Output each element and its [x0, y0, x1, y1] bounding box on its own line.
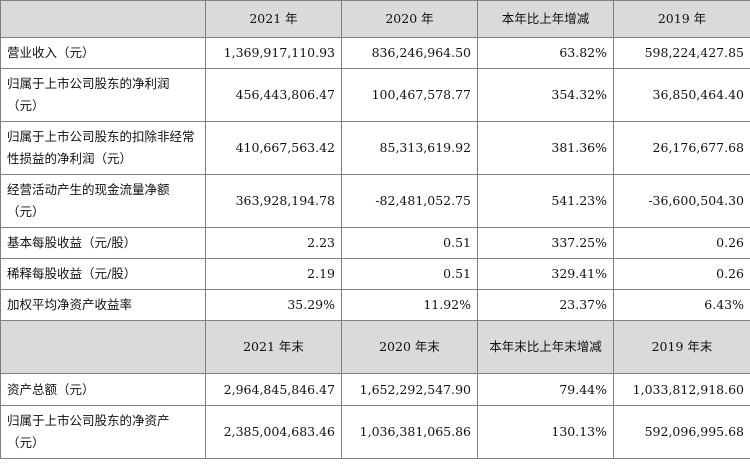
row-label: 稀释每股收益（元/股） [0, 258, 206, 290]
cell-2021: 35.29% [205, 289, 342, 321]
cell-change: 381.36% [477, 121, 614, 175]
cell-2021: 1,369,917,110.93 [205, 37, 342, 69]
cell-2019: 0.26 [613, 227, 750, 259]
row-label: 归属于上市公司股东的净利润（元） [0, 68, 206, 122]
cell-change: 354.32% [477, 68, 614, 122]
cell-2021: 410,667,563.42 [205, 121, 342, 175]
cell-change: 337.25% [477, 227, 614, 259]
header-year-2019: 2019 年 [613, 0, 750, 38]
header-year-2021: 2021 年 [205, 0, 342, 38]
header-year-end-2021: 2021 年末 [205, 320, 342, 374]
table-row: 归属于上市公司股东的扣除非经常性损益的净利润（元） 410,667,563.42… [0, 121, 750, 175]
cell-2019: 1,033,812,918.60 [613, 373, 750, 406]
cell-2021: 456,443,806.47 [205, 68, 342, 122]
header-blank-cell [0, 320, 206, 374]
row-label: 加权平均净资产收益率 [0, 289, 206, 321]
table-row: 归属于上市公司股东的净资产（元） 2,385,004,683.46 1,036,… [0, 405, 750, 459]
cell-2019: 26,176,677.68 [613, 121, 750, 175]
row-label: 资产总额（元） [0, 373, 206, 406]
row-label: 归属于上市公司股东的扣除非经常性损益的净利润（元） [0, 121, 206, 175]
row-label: 营业收入（元） [0, 37, 206, 69]
cell-change: 63.82% [477, 37, 614, 69]
cell-2019: 6.43% [613, 289, 750, 321]
table-row: 资产总额（元） 2,964,845,846.47 1,652,292,547.9… [0, 373, 750, 406]
table-row: 营业收入（元） 1,369,917,110.93 836,246,964.50 … [0, 37, 750, 69]
cell-change: 79.44% [477, 373, 614, 406]
cell-change: 23.37% [477, 289, 614, 321]
cell-2019: -36,600,504.30 [613, 174, 750, 228]
cell-change: 130.13% [477, 405, 614, 459]
row-label: 基本每股收益（元/股） [0, 227, 206, 259]
cell-2020: -82,481,052.75 [341, 174, 478, 228]
header-year-2020: 2020 年 [341, 0, 478, 38]
header-row-annual: 2021 年 2020 年 本年比上年增减 2019 年 [0, 0, 750, 38]
cell-2020: 0.51 [341, 258, 478, 290]
table-row: 加权平均净资产收益率 35.29% 11.92% 23.37% 6.43% [0, 289, 750, 321]
cell-2020: 0.51 [341, 227, 478, 259]
cell-2020: 1,036,381,065.86 [341, 405, 478, 459]
table-row: 归属于上市公司股东的净利润（元） 456,443,806.47 100,467,… [0, 68, 750, 122]
header-blank-cell [0, 0, 206, 38]
row-label: 经营活动产生的现金流量净额（元） [0, 174, 206, 228]
cell-2021: 2,964,845,846.47 [205, 373, 342, 406]
header-yoy-change: 本年比上年增减 [477, 0, 614, 38]
cell-2020: 11.92% [341, 289, 478, 321]
cell-2020: 100,467,578.77 [341, 68, 478, 122]
header-row-year-end: 2021 年末 2020 年末 本年末比上年末增减 2019 年末 [0, 320, 750, 374]
cell-2019: 36,850,464.40 [613, 68, 750, 122]
header-year-end-2020: 2020 年末 [341, 320, 478, 374]
cell-2020: 1,652,292,547.90 [341, 373, 478, 406]
header-year-end-change: 本年末比上年末增减 [477, 320, 614, 374]
cell-2021: 363,928,194.78 [205, 174, 342, 228]
cell-2019: 592,096,995.68 [613, 405, 750, 459]
cell-change: 329.41% [477, 258, 614, 290]
financial-summary-table: 2021 年 2020 年 本年比上年增减 2019 年 营业收入（元） 1,3… [0, 0, 750, 459]
cell-2021: 2.19 [205, 258, 342, 290]
table-row: 稀释每股收益（元/股） 2.19 0.51 329.41% 0.26 [0, 258, 750, 290]
header-year-end-2019: 2019 年末 [613, 320, 750, 374]
cell-2020: 85,313,619.92 [341, 121, 478, 175]
cell-2021: 2,385,004,683.46 [205, 405, 342, 459]
cell-2020: 836,246,964.50 [341, 37, 478, 69]
row-label: 归属于上市公司股东的净资产（元） [0, 405, 206, 459]
cell-change: 541.23% [477, 174, 614, 228]
cell-2019: 598,224,427.85 [613, 37, 750, 69]
table-row: 基本每股收益（元/股） 2.23 0.51 337.25% 0.26 [0, 227, 750, 259]
cell-2021: 2.23 [205, 227, 342, 259]
cell-2019: 0.26 [613, 258, 750, 290]
table-row: 经营活动产生的现金流量净额（元） 363,928,194.78 -82,481,… [0, 174, 750, 228]
